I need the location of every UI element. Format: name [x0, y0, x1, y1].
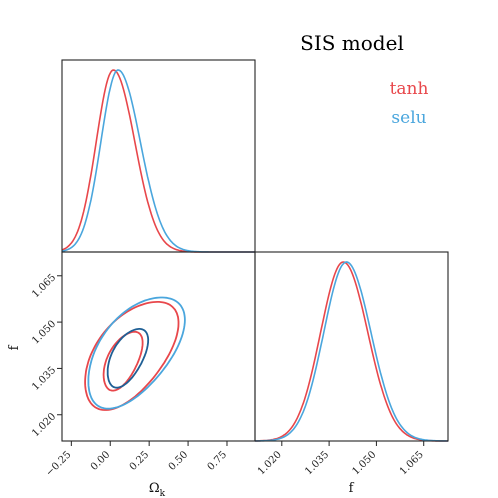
joint-contour-panel: −0.25 0.00 0.25 0.50 0.75 1.020 1.035 1.050 1.06…: [30, 251, 256, 479]
omega-k-tick-label: −0.25: [44, 449, 73, 478]
f-marginal-curve-tanh: [255, 261, 448, 442]
legend-selu: selu: [391, 108, 426, 128]
omega-k-tick-label: 0.25: [128, 449, 152, 473]
f-axis-tick-label: 1.035: [303, 449, 331, 477]
f-axis-tick-label: 1.065: [398, 449, 426, 477]
contour-tanh-95: [84, 301, 180, 411]
f-marginal-panel: 1.020 1.035 1.050 1.065: [254, 251, 449, 477]
x-axis-label-omega-k: Ωk: [149, 481, 166, 498]
omega-k-tick-label: 0.00: [89, 449, 113, 473]
y-axis-label-f: f: [7, 344, 22, 350]
f-marginal-curve-selu: [255, 261, 448, 442]
f-tick-label: 1.020: [30, 411, 58, 439]
contour-tanh-68: [102, 330, 144, 392]
f-tick-label: 1.035: [30, 365, 58, 393]
omega-k-marginal-curve-tanh: [61, 69, 255, 253]
omega-k-tick-label: 0.50: [167, 449, 191, 473]
omega-k-marginal-curve-selu: [61, 69, 255, 253]
omega-k-marginal-panel: [61, 59, 256, 253]
omega-k-tick-label: 0.75: [206, 449, 230, 473]
omega-k-marginal-frame: [61, 59, 256, 253]
f-tick-label: 1.050: [30, 319, 58, 347]
omega-symbol: Ω: [149, 481, 160, 496]
chart-title: SIS model: [300, 31, 404, 55]
f-tick-label: 1.065: [30, 272, 58, 300]
f-marginal-frame: [254, 251, 449, 442]
joint-contour-frame: [61, 251, 256, 442]
legend-tanh: tanh: [390, 79, 429, 99]
f-axis-tick-label: 1.020: [256, 449, 284, 477]
omega-subscript: k: [160, 489, 166, 498]
x-axis-label-f: f: [349, 481, 355, 496]
f-axis-tick-label: 1.050: [351, 449, 379, 477]
contour-selu-95: [87, 296, 186, 410]
contour-selu-68: [106, 328, 150, 389]
